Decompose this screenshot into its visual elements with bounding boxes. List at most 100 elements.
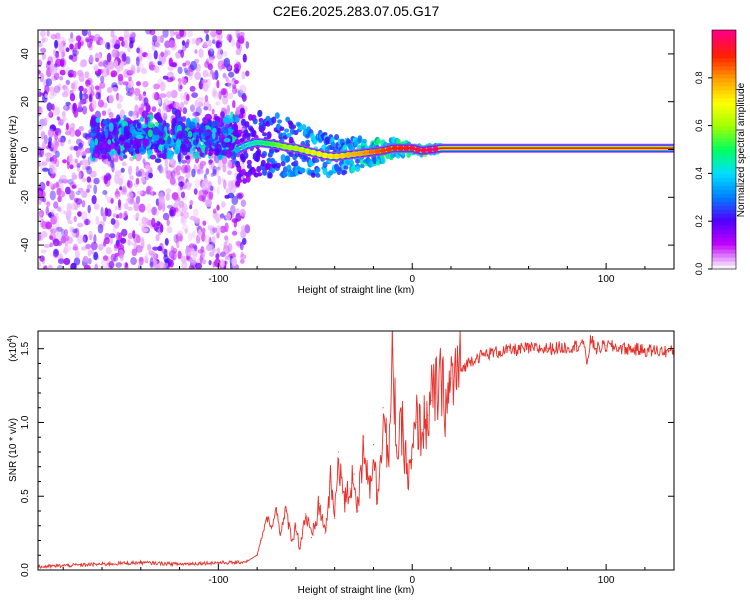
colorbar-cell: [712, 133, 736, 139]
noise-speckle: [161, 248, 168, 254]
noise-speckle: [117, 93, 123, 103]
noise-speckle: [227, 243, 233, 252]
noise-speckle: [151, 206, 158, 216]
ridge-peak: [327, 153, 334, 160]
x-tick-label: 100: [598, 274, 615, 285]
noise-speckle: [244, 224, 251, 234]
noise-speckle: [201, 179, 208, 190]
ridge-halo: [284, 128, 290, 133]
noise-speckle: [43, 117, 48, 127]
noise-speckle: [83, 218, 91, 226]
spectrogram-y-ticks: -40 -20 0 20 40: [20, 29, 674, 270]
noise-speckle: [100, 258, 107, 266]
noise-speckle: [231, 195, 239, 205]
ridge-halo: [288, 151, 294, 158]
noise-speckle: [167, 49, 171, 56]
noise-speckle: [239, 84, 247, 94]
band-blob: [223, 137, 231, 143]
band-blob: [173, 147, 181, 155]
noise-speckle: [102, 59, 109, 68]
noise-speckle: [75, 249, 80, 259]
spectrogram-x-label: Height of straight line (km): [298, 285, 415, 296]
band-blob: [227, 129, 235, 134]
ridge-halo: [243, 152, 249, 159]
snr-point: [434, 392, 437, 394]
ridge-peak: [246, 141, 253, 148]
colorbar-cell: [712, 49, 736, 55]
band-blob: [220, 111, 225, 119]
noise-speckle: [217, 175, 222, 186]
ridge-halo: [267, 172, 273, 179]
noise-speckle: [217, 47, 223, 55]
noise-speckle: [230, 204, 236, 215]
noise-speckle: [150, 190, 154, 196]
snr-point: [388, 466, 390, 468]
noise-speckle: [72, 184, 78, 189]
noise-speckle: [129, 31, 135, 38]
noise-speckle: [57, 83, 62, 91]
noise-speckle: [133, 201, 140, 212]
ridge-halo: [395, 138, 401, 145]
noise-speckle: [162, 108, 168, 118]
noise-speckle: [136, 68, 140, 74]
noise-speckle: [177, 78, 182, 83]
band-blob: [225, 149, 233, 158]
colorbar-cell: [712, 217, 736, 222]
noise-speckle: [146, 203, 152, 214]
noise-speckle: [63, 246, 68, 255]
noise-speckle: [116, 214, 120, 219]
noise-speckle: [210, 30, 217, 38]
band-blob: [129, 138, 133, 146]
noise-speckle: [173, 31, 180, 36]
noise-speckle: [119, 95, 124, 103]
band-blob: [183, 138, 190, 144]
noise-speckle: [75, 198, 83, 205]
noise-speckle: [180, 191, 186, 199]
noise-speckle: [224, 255, 231, 261]
noise-speckle: [219, 213, 225, 219]
spectrogram-panel: -100 0 100 -40 -20 0 20 40 Height of straight …: [8, 29, 675, 296]
snr-point: [260, 539, 262, 542]
snr-point: [369, 488, 371, 490]
noise-speckle: [231, 230, 238, 236]
noise-speckle: [59, 76, 64, 81]
noise-speckle: [181, 215, 186, 224]
noise-speckle: [216, 80, 220, 89]
noise-speckle: [93, 177, 100, 185]
noise-speckle: [72, 47, 77, 57]
ridge-halo: [275, 162, 281, 169]
noise-speckle: [169, 40, 176, 48]
noise-speckle: [117, 73, 124, 82]
noise-speckle: [132, 230, 136, 239]
x-tick-label: 100: [598, 575, 615, 586]
noise-speckle: [202, 70, 209, 78]
noise-speckle: [51, 229, 59, 238]
noise-speckle: [69, 190, 75, 201]
noise-speckle: [40, 218, 45, 228]
snr-y-ticks: 0.0 0.5 1.0 1.5: [20, 341, 674, 577]
noise-speckle: [194, 71, 202, 81]
noise-speckle: [73, 80, 79, 85]
ridge-halo: [293, 160, 299, 167]
noise-speckle: [236, 193, 243, 200]
noise-speckle: [214, 258, 221, 268]
noise-speckle: [209, 185, 214, 191]
noise-speckle: [125, 33, 131, 38]
band-blob: [129, 125, 135, 135]
noise-speckle: [73, 243, 78, 251]
snr-point: [508, 349, 510, 351]
noise-speckle: [100, 75, 105, 84]
ridge-peak: [263, 140, 270, 147]
noise-speckle: [76, 162, 81, 168]
ridge-peak: [426, 146, 433, 153]
noise-speckle: [85, 166, 90, 171]
noise-speckle: [39, 255, 45, 262]
noise-speckle: [141, 216, 148, 225]
noise-speckle: [48, 182, 54, 188]
noise-speckle: [180, 49, 185, 58]
ridge-halo: [279, 126, 285, 131]
noise-speckle: [182, 62, 187, 67]
noise-speckle: [135, 244, 143, 253]
noise-speckle: [189, 204, 193, 210]
noise-speckle: [81, 30, 88, 37]
